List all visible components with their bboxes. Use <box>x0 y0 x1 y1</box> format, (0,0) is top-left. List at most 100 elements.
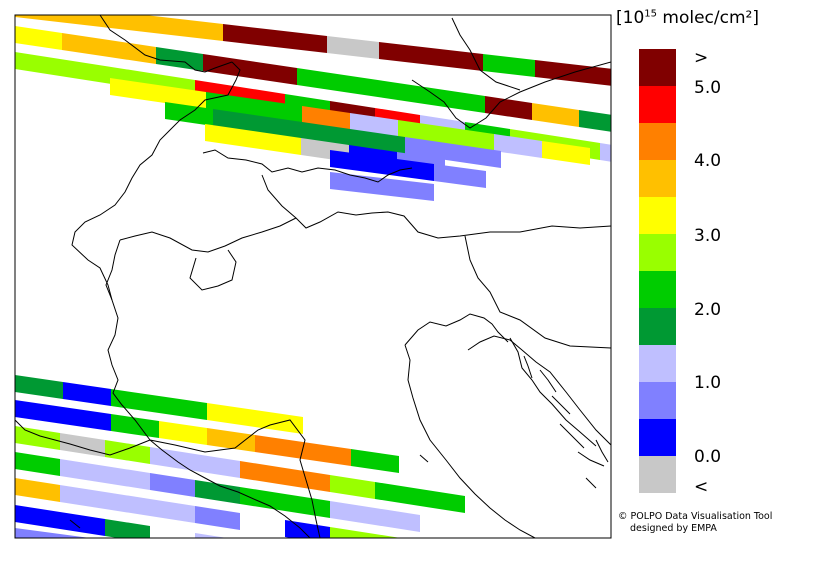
swath-pixel <box>600 143 611 162</box>
swath-pixel <box>195 506 240 530</box>
swath-pixel <box>105 466 150 490</box>
swath-pixel <box>375 482 420 506</box>
swath-pixel <box>485 96 532 120</box>
legend-label-2: 2.0 <box>694 300 722 320</box>
swath-pixel <box>285 468 330 492</box>
swath-pixel <box>15 375 63 399</box>
swath-pixel <box>330 475 375 499</box>
credit-line-1: © POLPO Data Visualisation Tool <box>618 511 773 522</box>
legend-swatch <box>639 197 676 234</box>
swath-pixel <box>60 534 90 538</box>
swath-pixel <box>285 494 330 518</box>
swath-pixel <box>391 82 438 106</box>
swath-pixel <box>240 487 285 511</box>
swath-pixel <box>327 36 379 59</box>
swath-pixel <box>438 89 485 113</box>
satellite-swath-north <box>15 15 795 201</box>
swath-pixel <box>255 410 303 434</box>
swath-pixel <box>111 389 159 413</box>
swath-pixel <box>240 540 285 564</box>
swath-pixel <box>63 382 111 406</box>
swath-pixel <box>453 144 501 168</box>
swath-pixel <box>15 528 60 538</box>
swath-pixel <box>532 103 579 127</box>
swath-pixel <box>171 18 223 41</box>
swath-pixel <box>15 400 63 424</box>
legend-swatch <box>639 49 676 86</box>
legend-swatch <box>639 123 676 160</box>
swath-pixel <box>207 428 255 452</box>
swath-pixel <box>62 33 109 57</box>
swath-pixel <box>150 499 195 523</box>
legend-swatch <box>639 160 676 197</box>
swath-pixel <box>60 512 105 536</box>
swath-pixel <box>111 414 159 438</box>
swath-pixel <box>382 178 434 201</box>
swath-pixel <box>15 26 62 50</box>
swath-pixel <box>195 480 240 504</box>
legend-swatch <box>639 419 676 456</box>
swath-pixel <box>535 60 587 83</box>
swath-pixel <box>159 396 207 420</box>
swath-pixel <box>297 68 344 92</box>
swath-pixel <box>375 508 420 532</box>
swath-pixel <box>150 473 195 497</box>
swath-pixel <box>285 547 330 566</box>
swath-pixel <box>156 47 203 71</box>
swath-pixel <box>351 449 399 473</box>
swath-pixel <box>105 492 150 516</box>
swath-pixel <box>105 540 150 563</box>
coastlines-and-borders <box>15 15 611 538</box>
swath-pixel <box>379 42 431 65</box>
swath-pixel <box>579 110 611 132</box>
swath-pixel <box>205 124 253 148</box>
legend-label-1: 1.0 <box>694 373 722 393</box>
swath-pixel <box>420 489 465 513</box>
legend-swatch <box>639 345 676 382</box>
swath-pixel <box>743 84 795 107</box>
swath-pixel <box>434 164 486 188</box>
swath-pixel <box>250 61 297 85</box>
legend-label-above: > <box>694 48 709 68</box>
legend-swatch <box>639 382 676 419</box>
legend-label-0: 0.0 <box>694 447 722 467</box>
swath-pixel <box>15 52 60 76</box>
legend-swatch <box>639 86 676 123</box>
swath-pixel <box>105 440 150 464</box>
swath-pixel <box>150 546 195 566</box>
map-frame <box>14 14 612 539</box>
swath-pixel <box>330 501 375 525</box>
legend-title: [1015 molec/cm²] <box>616 8 759 28</box>
swath-pixel <box>494 134 542 158</box>
swath-pixel <box>207 403 255 427</box>
legend-label-5: 5.0 <box>694 78 722 98</box>
swath-pixel <box>275 30 327 53</box>
credit-line-2: designed by EMPA <box>630 523 717 534</box>
satellite-swath-south <box>15 375 465 566</box>
swath-pixel <box>119 15 171 35</box>
swath-pixel <box>60 59 105 83</box>
swath-pixel <box>105 519 150 538</box>
swath-pixel <box>303 442 351 466</box>
swath-pixel <box>67 15 119 29</box>
swath-pixel <box>431 48 483 71</box>
swath-pixel <box>109 40 156 64</box>
swath-pixel <box>63 407 111 431</box>
swath-pixel <box>587 66 611 86</box>
swath-pixel <box>285 520 330 538</box>
swath-pixel <box>330 150 382 174</box>
swath-pixel <box>15 478 60 502</box>
swath-pixel <box>375 534 401 538</box>
swath-pixel <box>60 459 105 483</box>
swath-pixel <box>203 54 250 78</box>
swath-pixel <box>253 131 301 155</box>
swath-pixel <box>344 75 391 99</box>
legend-swatch <box>639 234 676 271</box>
swath-pixel <box>483 54 535 77</box>
legend-swatch <box>639 308 676 345</box>
swath-pixel <box>255 435 303 459</box>
legend-swatch <box>639 271 676 308</box>
legend-swatch <box>639 456 676 493</box>
swath-pixel <box>15 426 60 450</box>
